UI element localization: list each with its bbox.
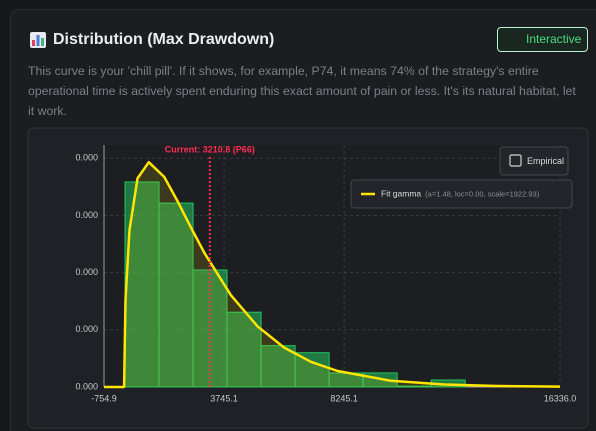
legend-params: (a=1.48, loc=0.00, scale=1922.93) — [425, 189, 540, 198]
y-tick-label: 0.000 — [75, 381, 98, 391]
y-tick-label: 0.000 — [75, 210, 98, 220]
legend-box — [499, 146, 569, 176]
x-tick-label: -754.9 — [91, 393, 117, 403]
legend-box — [350, 179, 573, 209]
x-tick-label: 3745.1 — [210, 393, 238, 403]
legend-label: Fit gamma (a=1.48, loc=0.00, scale=1922.9… — [381, 189, 540, 199]
legend-name: Fit gamma — [381, 189, 421, 199]
legend-label: Empirical — [527, 156, 564, 166]
current-label: Current: 3210.8 (P66) — [165, 144, 255, 154]
title-icon — [30, 32, 46, 48]
y-tick-label: 0.000 — [75, 153, 98, 163]
interactive-button[interactable]: Interactive — [497, 27, 588, 52]
fit-area — [104, 162, 560, 387]
fit-line — [104, 160, 561, 389]
histogram-bar — [294, 352, 330, 388]
description: This curve is your 'chill pill'. If it s… — [28, 64, 576, 118]
histogram-bar — [260, 345, 296, 388]
empirical-checkbox[interactable] — [509, 154, 522, 167]
title: Distribution (Max Drawdown) — [53, 31, 275, 48]
y-tick-label: 0.000 — [75, 324, 98, 334]
y-tick-label: 0.000 — [75, 267, 98, 277]
x-tick-label: 16336.0 — [544, 393, 577, 403]
histogram-bar — [158, 202, 194, 388]
x-tick-label: 8245.1 — [330, 393, 358, 403]
